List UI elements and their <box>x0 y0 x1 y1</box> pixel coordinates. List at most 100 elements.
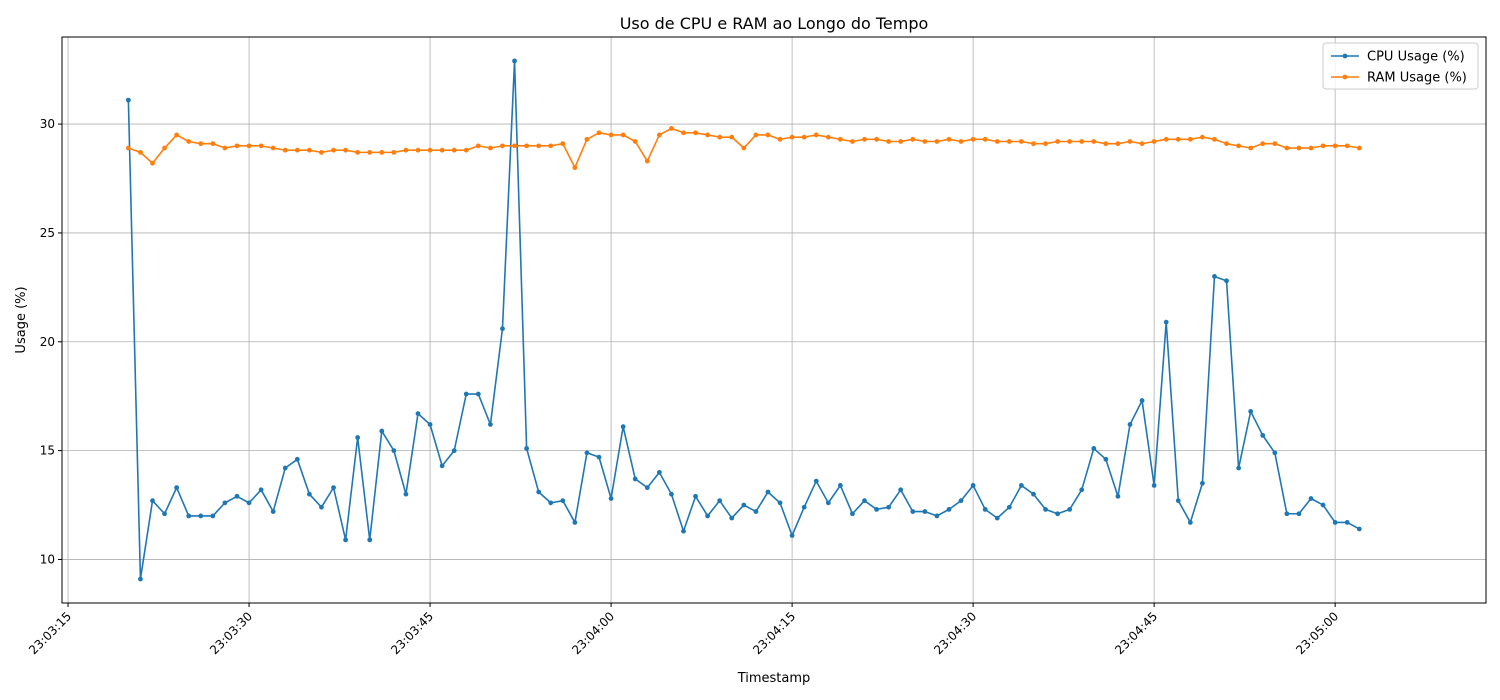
data-point <box>150 160 155 166</box>
data-point <box>210 513 216 519</box>
data-point <box>524 446 530 451</box>
data-point <box>415 147 421 153</box>
y-axis-label: Usage (%) <box>14 286 29 353</box>
data-point <box>741 502 747 508</box>
data-point <box>596 130 602 136</box>
data-point <box>138 149 143 155</box>
data-point <box>946 136 952 142</box>
data-point <box>777 500 783 506</box>
data-point <box>282 147 288 153</box>
data-point <box>439 147 445 153</box>
plot-area <box>62 37 1486 603</box>
data-point <box>162 511 167 517</box>
data-point <box>512 143 517 149</box>
data-point <box>584 450 590 456</box>
data-point <box>512 58 517 64</box>
data-point <box>1296 145 1302 151</box>
data-point <box>644 158 650 164</box>
data-point <box>572 520 578 525</box>
data-point <box>524 143 530 149</box>
data-point <box>234 143 240 149</box>
data-point <box>862 136 867 142</box>
data-point <box>355 149 361 155</box>
data-point <box>994 515 1000 521</box>
data-point <box>1103 141 1109 147</box>
data-point <box>331 147 336 153</box>
data-point <box>669 491 674 497</box>
data-point <box>451 448 457 454</box>
data-point <box>475 143 481 149</box>
data-point <box>367 149 373 155</box>
data-point <box>246 500 252 506</box>
data-point <box>1043 141 1048 147</box>
data-point <box>1175 136 1181 142</box>
data-point <box>813 478 819 484</box>
data-point <box>1139 141 1145 147</box>
data-point <box>946 506 952 512</box>
data-point <box>391 149 397 155</box>
data-point <box>1067 139 1073 144</box>
data-point <box>306 147 312 153</box>
data-point <box>246 143 252 149</box>
data-point <box>1031 141 1036 147</box>
data-point <box>294 456 300 462</box>
data-point <box>970 483 976 488</box>
data-point <box>1260 432 1266 438</box>
data-point <box>427 147 433 153</box>
data-point <box>1187 520 1193 525</box>
data-point <box>488 145 493 151</box>
data-point <box>1163 319 1169 325</box>
data-point <box>584 136 590 142</box>
data-point <box>693 493 698 499</box>
data-point <box>681 130 686 136</box>
data-point <box>500 143 505 149</box>
data-point <box>403 147 409 153</box>
data-point <box>1139 398 1145 403</box>
data-point <box>934 139 940 144</box>
data-point <box>1115 493 1121 499</box>
data-point <box>548 143 554 149</box>
data-point <box>500 326 505 332</box>
data-point <box>1115 141 1121 147</box>
data-point <box>850 139 855 144</box>
data-point <box>898 139 904 144</box>
data-point <box>379 428 385 434</box>
data-point <box>886 139 892 144</box>
data-point <box>210 141 216 147</box>
data-point <box>922 509 928 514</box>
data-point <box>825 500 831 506</box>
data-point <box>910 509 916 514</box>
data-point <box>1260 141 1266 147</box>
data-point <box>1043 506 1048 512</box>
y-tick-label: 15 <box>40 444 55 458</box>
data-point <box>669 126 674 131</box>
data-point <box>705 513 711 519</box>
data-point <box>862 498 867 504</box>
data-point <box>343 147 348 153</box>
y-tick-label: 20 <box>40 335 55 349</box>
data-point <box>1103 456 1109 462</box>
data-point <box>850 511 855 517</box>
data-point <box>536 489 542 495</box>
legend-label: CPU Usage (%) <box>1367 50 1465 65</box>
data-point <box>1272 141 1278 147</box>
data-point <box>1224 278 1229 284</box>
data-point <box>343 537 348 543</box>
data-point <box>801 134 807 140</box>
data-point <box>1006 504 1012 510</box>
data-point <box>258 143 264 149</box>
data-point <box>234 493 240 499</box>
data-point <box>596 454 602 460</box>
data-point <box>1236 143 1242 149</box>
data-point <box>1031 491 1036 497</box>
data-point <box>306 491 312 497</box>
data-point <box>789 533 795 538</box>
data-point <box>294 147 300 153</box>
data-point <box>1332 520 1338 525</box>
data-point <box>1236 465 1242 471</box>
data-point <box>837 136 843 142</box>
data-point <box>1151 139 1157 144</box>
data-point <box>1200 134 1205 140</box>
data-point <box>608 132 614 138</box>
